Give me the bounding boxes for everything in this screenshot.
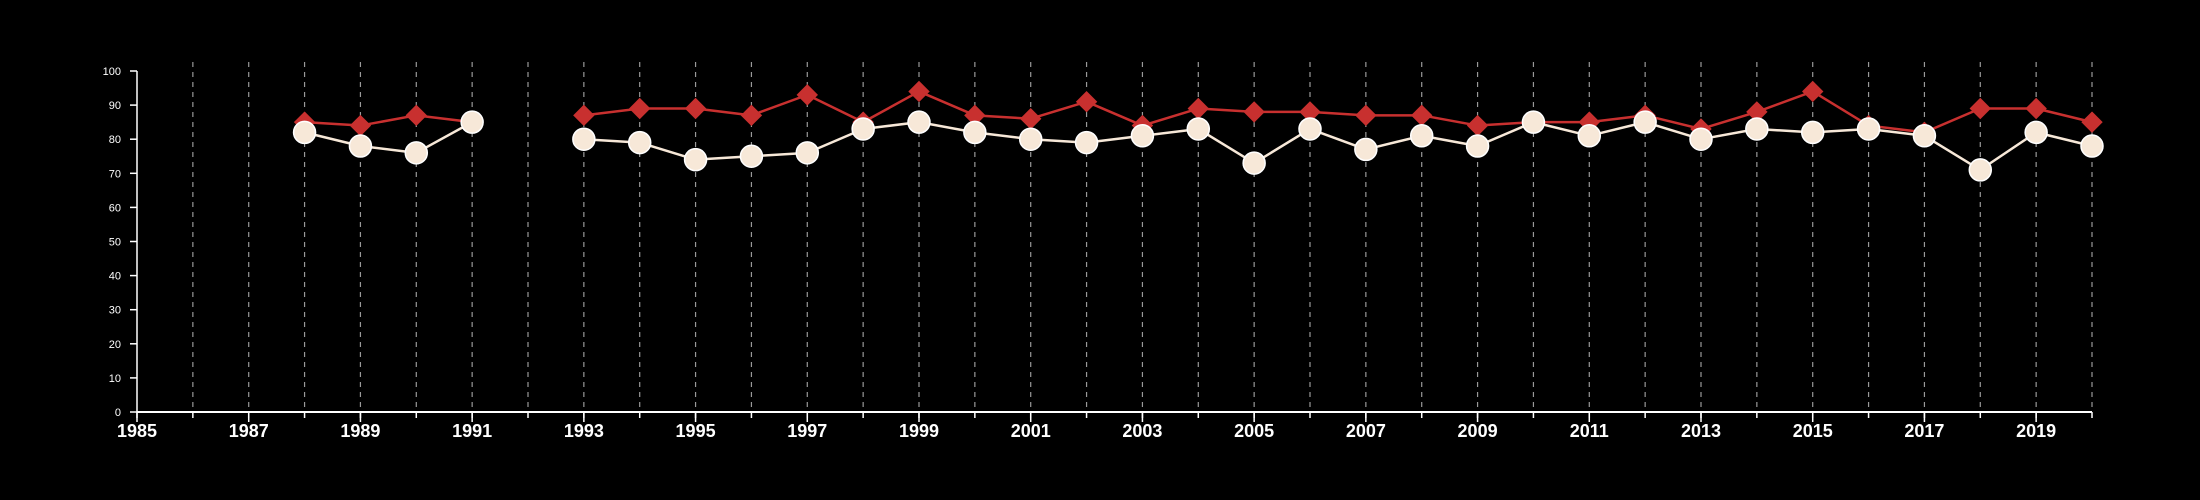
series-2-point-2006	[1298, 117, 1322, 141]
x-tick-label-1987: 1987	[229, 421, 269, 441]
series-2-point-2003	[1130, 124, 1155, 148]
series-2-point-2014	[1745, 117, 1769, 141]
series-2-point-1995	[683, 147, 708, 172]
series-1-point-1995	[684, 97, 707, 120]
x-tick-label-2019: 2019	[2016, 421, 2056, 441]
series-2-point-1993	[572, 127, 596, 151]
series-2-point-2020	[2080, 134, 2104, 158]
x-tick-label-1985: 1985	[117, 421, 157, 441]
y-tick-label-10: 10	[109, 373, 121, 385]
series-2-point-1991	[460, 110, 484, 134]
y-tick-label-80: 80	[109, 134, 121, 146]
x-tick-label-2005: 2005	[1234, 421, 1274, 441]
vertical-gridlines	[192, 62, 2093, 412]
x-tick-label-2001: 2001	[1011, 421, 1051, 441]
series-1-point-2009	[1466, 114, 1489, 137]
series-2-point-1988	[292, 120, 317, 145]
series-1-point-2007	[1355, 104, 1377, 127]
series-1-point-2005	[1243, 101, 1265, 123]
y-tick-label-70: 70	[109, 168, 121, 180]
series-2-line-segment-2	[583, 120, 2093, 172]
y-tick-label-40: 40	[109, 271, 121, 283]
x-tick-label-2013: 2013	[1681, 421, 1721, 441]
series-1-point-1999	[908, 80, 930, 103]
x-tick-label-1995: 1995	[676, 421, 716, 441]
series-1-point-2004	[1187, 97, 1209, 120]
x-tick-label-2015: 2015	[1793, 421, 1833, 441]
series-1-point-2008	[1411, 104, 1433, 127]
series-1-point-2020	[2081, 111, 2103, 133]
series-1-point-1989	[349, 114, 372, 137]
x-tick-label-1991: 1991	[452, 421, 492, 441]
series-2-point-2008	[1409, 124, 1434, 148]
series-2-point-2010	[1521, 110, 1546, 134]
series-2-point-2002	[1074, 130, 1099, 155]
series-2-point-2004	[1186, 117, 1211, 141]
y-tick-label-30: 30	[109, 305, 121, 317]
series-2-point-2005	[1242, 151, 1266, 175]
y-tick-label-60: 60	[109, 202, 121, 214]
series-2-point-2013	[1689, 127, 1713, 151]
y-tick-label-100: 100	[103, 66, 121, 78]
series-2-point-1989	[348, 134, 373, 158]
series-1-point-1996	[740, 104, 763, 127]
series-1-point-1997	[796, 84, 818, 106]
series-2-point-2000	[963, 120, 987, 145]
series-1-point-2002	[1075, 90, 1098, 113]
x-tick-label-2007: 2007	[1346, 421, 1386, 441]
data-series	[292, 80, 2104, 182]
y-tick-label-20: 20	[109, 339, 121, 351]
x-tick-label-1993: 1993	[564, 421, 604, 441]
series-2-point-2009	[1465, 134, 1490, 158]
series-2-point-1999	[907, 110, 931, 134]
series-2-point-1994	[627, 130, 652, 155]
series-2-point-1998	[851, 117, 875, 141]
series-2-point-2007	[1354, 137, 1378, 162]
series-1-line-segment-1	[304, 114, 473, 127]
y-tick-label-50: 50	[109, 237, 121, 249]
series-2-point-2018	[1968, 158, 1993, 182]
series-1-point-2018	[1969, 97, 1991, 120]
series-2-point-2019	[2024, 120, 2048, 145]
series-2-point-1996	[739, 144, 764, 168]
series-2-point-2012	[1633, 110, 1657, 134]
series-2-line-segment-1	[304, 121, 473, 155]
y-tick-label-0: 0	[115, 407, 121, 419]
series-2-point-2011	[1577, 124, 1602, 148]
series-1-point-1993	[573, 104, 595, 127]
series-2-point-2016	[1856, 117, 1881, 141]
series-2-point-2015	[1800, 120, 1825, 145]
series-2-point-2017	[1912, 124, 1937, 148]
axes: 1985 1987 1989 1991 1993 1995 1997 1999 2001 2003…	[103, 66, 2093, 441]
x-tick-label-1999: 1999	[899, 421, 939, 441]
series-1-point-1990	[405, 104, 427, 127]
x-tick-label-2009: 2009	[1458, 421, 1498, 441]
series-1-point-2015	[1802, 80, 1824, 103]
series-1-point-1994	[629, 97, 651, 120]
series-1-point-2001	[1020, 108, 1042, 130]
x-tick-label-1997: 1997	[787, 421, 827, 441]
series-1-line-segment-2	[583, 90, 2093, 134]
x-tick-label-2003: 2003	[1122, 421, 1162, 441]
x-tick-label-2017: 2017	[1904, 421, 1944, 441]
series-2-point-1997	[795, 141, 820, 165]
y-tick-label-90: 90	[109, 100, 121, 112]
series-1-point-2019	[2025, 97, 2047, 120]
series-2-point-1990	[404, 141, 429, 165]
x-tick-label-2011: 2011	[1570, 421, 1609, 441]
x-tick-label-1989: 1989	[340, 421, 380, 441]
series-2-point-2001	[1018, 127, 1043, 151]
